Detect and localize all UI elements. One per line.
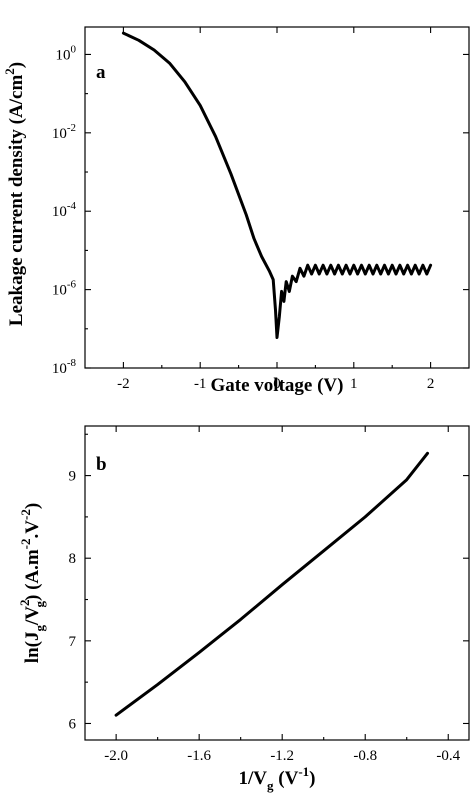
panel-b-y-tick-label: 7	[69, 634, 77, 650]
panel-b-x-axis-title: 1/Vg (V-1)	[239, 764, 316, 793]
panel-a-y-tick-label: 10-4	[52, 200, 77, 220]
panel-a-x-tick-label: 2	[427, 376, 435, 392]
panel-a-y-ticks: 100 10-2 10-4 10-6 10-8	[52, 43, 469, 377]
panel-a-x-tick-label: -1	[194, 376, 207, 392]
panel-b-label: b	[96, 454, 107, 475]
panel-a-y-axis-title: Leakage current density (A/cm2)	[2, 62, 27, 326]
panel-b-y-tick-label: 6	[69, 716, 77, 732]
panel-b-y-title-b-sup: 2	[17, 600, 32, 607]
panel-b-x-tick-label: -0.8	[353, 748, 377, 764]
panel-b-x-axis-title-main: 1/V	[239, 768, 268, 789]
panel-b-x-axis-title-sub: g	[267, 778, 274, 793]
panel-a-y-tick-label: 10-2	[52, 122, 76, 142]
panel-b-y-axis-title: ln(Jg/V2g) (A.m-2.V-2)	[17, 503, 47, 663]
panel-b-y-title-d: .V	[22, 520, 43, 539]
panel-b-y-tick-label: 8	[69, 551, 77, 567]
panel-b-y-tick-label: 9	[69, 469, 77, 485]
panel-b-x-tick-label: -0.4	[436, 748, 460, 764]
panel-b-x-axis-title-sup: -1	[298, 764, 309, 779]
panel-a-label: a	[96, 62, 106, 83]
panel-b-x-axis-title-end: )	[309, 768, 315, 789]
panel-a-y-tick-label: 10-8	[52, 357, 77, 377]
panel-a-x-ticks: -2 -1 0 1 2	[117, 27, 434, 392]
panel-a-series-line	[121, 31, 433, 339]
panel-b-series-line	[114, 451, 429, 717]
panel-b-y-title-a-sub: g	[32, 625, 47, 632]
panel-a-x-tick-label: -2	[117, 376, 130, 392]
panel-b-y-title-d-sup: -2	[18, 509, 33, 520]
panel-a-x-tick-label: 1	[350, 376, 358, 392]
panel-b-x-axis-title-mid: (V	[274, 768, 299, 789]
panel-a-x-tick-label: 0	[273, 376, 281, 392]
panel-a-y-axis-title-main: Leakage current density (A/cm	[6, 75, 27, 327]
panel-b-x-tick-label: -1.6	[187, 748, 211, 764]
panel-b-y-title-c-sup: -2	[18, 538, 33, 549]
panel-b-x-tick-label: -2.0	[104, 748, 128, 764]
panel-b-x-tick-label: -1.2	[270, 748, 294, 764]
panel-a-y-tick-label: 10-6	[52, 279, 77, 299]
panel-b-y-title-b-sub: g	[32, 601, 47, 608]
panel-b-x-ticks: -2.0 -1.6 -1.2 -0.8 -0.4	[104, 426, 461, 764]
panel-b-y-ticks: 6 7 8 9	[69, 433, 469, 732]
panel-a-x-axis-title: Gate voltage (V)	[211, 375, 344, 396]
panel-a-y-axis-title-end: )	[6, 62, 27, 68]
panel-a-y-axis-title-sup: 2	[2, 68, 17, 75]
panel-b-y-title-b: /V	[22, 606, 43, 626]
panel-a-y-tick-label: 100	[56, 43, 77, 63]
panel-b-plot-frame	[84, 425, 470, 741]
panel-b-y-title-c: ) (A.m	[22, 549, 43, 601]
panel-b-y-title-a: ln(J	[22, 632, 43, 664]
panel-b-y-title-e: )	[22, 503, 43, 509]
panel-a: -2 -1 0 1 2 100 10-2 10-4 10-6 10-8 a Gate volta…	[2, 26, 470, 396]
